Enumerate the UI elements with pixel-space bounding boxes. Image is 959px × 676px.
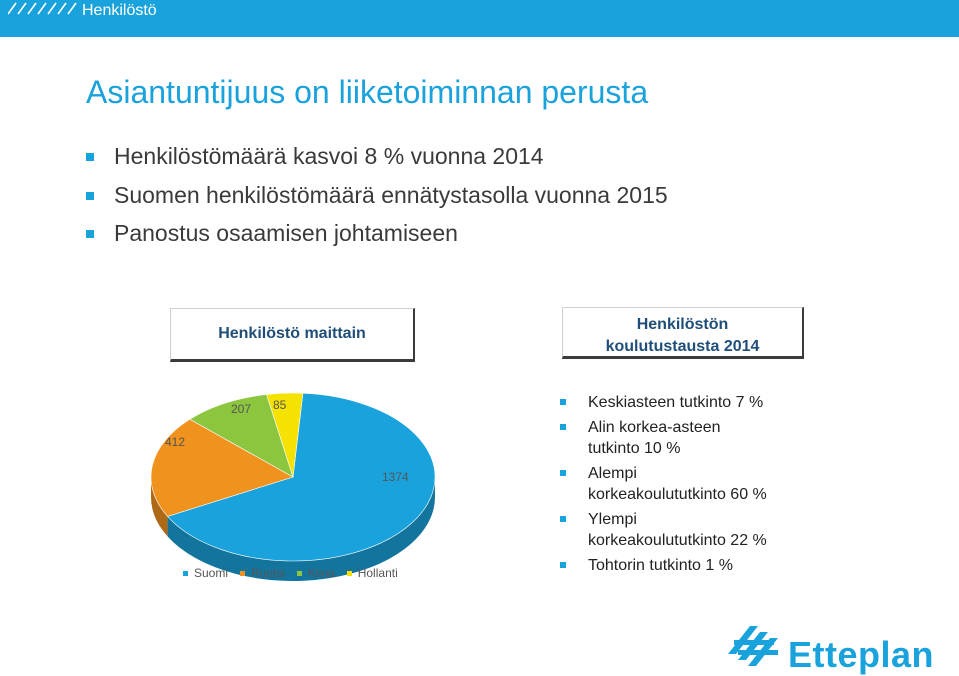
education-list: Keskiasteen tutkinto 7 % Alin korkea-aste… — [560, 392, 767, 580]
card-education-line2: koulutustausta 2014 — [605, 338, 760, 355]
pie-slice-suomi — [167, 392, 436, 562]
data-label-hollanti: 85 — [273, 398, 287, 412]
card-education: Henkilöstön koulutustausta 2014 — [562, 307, 804, 359]
education-item: Alin korkea-asteen tutkinto 10 % — [560, 417, 767, 459]
bullet-item: Suomen henkilöstömäärä ennätystasolla vu… — [86, 182, 668, 221]
pie-slice-side-suomi — [167, 477, 435, 581]
slashes-decoration — [8, 2, 77, 15]
data-label-ruotsi: 412 — [165, 435, 185, 449]
bullet-square-icon — [86, 230, 94, 238]
education-text: Ylempi — [588, 511, 637, 528]
education-text: Alin korkea-asteen — [588, 419, 721, 436]
pie-slice-kiina — [189, 394, 294, 478]
legend-swatch — [297, 571, 303, 577]
bullet-square-icon — [560, 424, 566, 430]
education-text: Tohtorin tutkinto 1 % — [588, 557, 733, 574]
education-text: Alempi — [588, 465, 637, 482]
data-label-suomi: 1374 — [382, 470, 409, 484]
pie-slice-hollanti — [266, 392, 304, 478]
header-bar: Henkilöstö — [0, 0, 959, 37]
bullet-text: Suomen henkilöstömäärä ennätystasolla vu… — [114, 181, 668, 208]
section-title: Henkilöstö — [82, 2, 157, 19]
education-text: korkeakoulututkinto 22 % — [588, 532, 767, 549]
bullet-square-icon — [560, 399, 566, 405]
education-text: Keskiasteen tutkinto 7 % — [588, 394, 764, 411]
legend-item-hollanti: Hollanti — [346, 566, 398, 580]
pie-chart-svg: 1374 412 207 85 — [150, 392, 436, 581]
legend-swatch — [183, 571, 188, 577]
bullet-list: Henkilöstömäärä kasvoi 8 % vuonna 2014 S… — [86, 143, 668, 259]
data-label-kiina: 207 — [231, 402, 251, 416]
bullet-item: Henkilöstömäärä kasvoi 8 % vuonna 2014 — [86, 143, 668, 182]
bullet-square-icon — [560, 516, 566, 522]
education-item: Keskiasteen tutkinto 7 % — [560, 392, 767, 413]
bullet-square-icon — [86, 153, 94, 161]
legend-item-ruotsi: Ruotsi — [240, 566, 285, 580]
etteplan-logo-icon — [728, 626, 778, 666]
bullet-square-icon — [560, 470, 566, 476]
card-education-line1: Henkilöstön — [636, 316, 729, 333]
bullet-square-icon — [560, 562, 566, 568]
legend-item-suomi: Suomi — [183, 566, 228, 580]
legend-label: Ruotsi — [251, 566, 286, 580]
etteplan-logo-text: Etteplan — [788, 634, 935, 675]
education-item: Ylempi korkeakoulututkinto 22 % — [560, 509, 767, 551]
legend-label: Hollanti — [357, 566, 398, 580]
education-text: tutkinto 10 % — [588, 440, 681, 457]
legend-swatch — [240, 571, 246, 577]
education-item: Tohtorin tutkinto 1 % — [560, 555, 767, 576]
legend-label: Kiina — [308, 566, 335, 580]
legend-label: Suomi — [194, 566, 229, 580]
bullet-square-icon — [86, 191, 94, 200]
pie-slice-side-ruotsi — [151, 477, 168, 537]
pie-slice-ruotsi — [150, 418, 294, 517]
bullet-item: Panostus osaamisen johtamiseen — [86, 220, 668, 259]
chart-legend: Suomi Ruotsi Kiina Hollanti — [183, 566, 410, 580]
education-text: korkeakoulututkinto 60 % — [588, 486, 767, 503]
education-item: Alempi korkeakoulututkinto 60 % — [560, 463, 767, 505]
page-title: Asiantuntijuus on liiketoiminnan perusta — [86, 74, 649, 110]
bullet-text: Panostus osaamisen johtamiseen — [114, 220, 458, 246]
pie-chart: 1374 412 207 85 — [145, 385, 445, 595]
card-staff-by-country: Henkilöstö maittain — [170, 308, 415, 362]
legend-swatch — [346, 571, 352, 577]
bullet-text: Henkilöstömäärä kasvoi 8 % vuonna 2014 — [114, 143, 544, 169]
legend-item-kiina: Kiina — [297, 566, 335, 580]
